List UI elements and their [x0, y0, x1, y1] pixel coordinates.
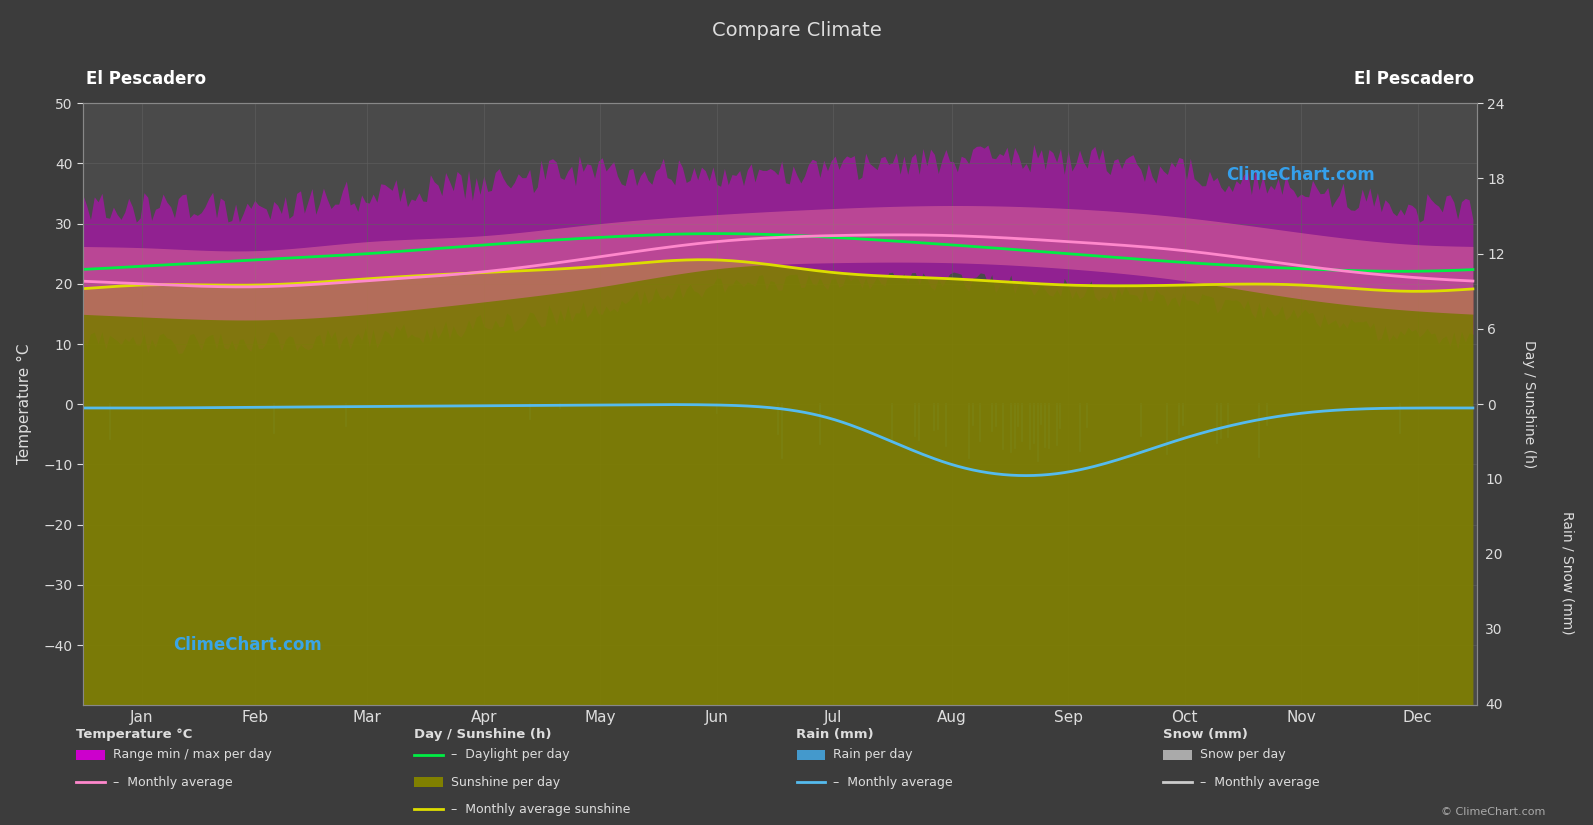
Text: Snow (mm): Snow (mm) [1163, 728, 1247, 741]
Text: Sunshine per day: Sunshine per day [451, 776, 561, 789]
Text: El Pescadero: El Pescadero [1354, 70, 1474, 88]
Text: –  Monthly average sunshine: – Monthly average sunshine [451, 803, 631, 816]
Text: –  Daylight per day: – Daylight per day [451, 748, 569, 761]
Text: Snow per day: Snow per day [1200, 748, 1286, 761]
Text: Rain (mm): Rain (mm) [796, 728, 875, 741]
Text: Compare Climate: Compare Climate [712, 21, 881, 40]
Text: Rain per day: Rain per day [833, 748, 913, 761]
Text: Temperature °C: Temperature °C [76, 728, 193, 741]
Y-axis label: Day / Sunshine (h): Day / Sunshine (h) [1521, 340, 1536, 469]
Text: © ClimeChart.com: © ClimeChart.com [1440, 807, 1545, 817]
Text: 20: 20 [1485, 548, 1502, 562]
Text: Range min / max per day: Range min / max per day [113, 748, 272, 761]
Text: Rain / Snow (mm): Rain / Snow (mm) [1560, 511, 1574, 634]
Text: 30: 30 [1485, 623, 1502, 637]
Text: El Pescadero: El Pescadero [86, 70, 205, 88]
Y-axis label: Temperature °C: Temperature °C [18, 344, 32, 464]
Text: Day / Sunshine (h): Day / Sunshine (h) [414, 728, 551, 741]
Text: 40: 40 [1485, 699, 1502, 712]
Text: –  Monthly average: – Monthly average [833, 776, 953, 789]
Text: –  Monthly average: – Monthly average [113, 776, 233, 789]
Text: –  Monthly average: – Monthly average [1200, 776, 1319, 789]
Text: ClimeChart.com: ClimeChart.com [1227, 167, 1375, 185]
Text: 10: 10 [1485, 473, 1502, 487]
Text: ClimeChart.com: ClimeChart.com [174, 636, 322, 654]
